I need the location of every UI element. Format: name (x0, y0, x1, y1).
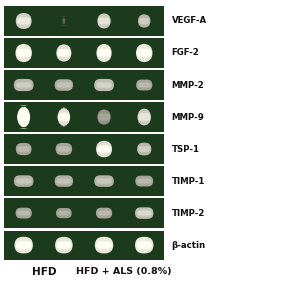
FancyBboxPatch shape (137, 179, 151, 184)
FancyBboxPatch shape (58, 108, 70, 127)
Bar (3, 166, 164, 196)
FancyBboxPatch shape (98, 17, 110, 24)
FancyBboxPatch shape (56, 44, 71, 62)
FancyBboxPatch shape (135, 237, 153, 253)
FancyBboxPatch shape (17, 146, 30, 152)
FancyBboxPatch shape (136, 44, 152, 62)
FancyBboxPatch shape (55, 237, 73, 253)
Text: TIMP-2: TIMP-2 (172, 208, 205, 218)
FancyBboxPatch shape (97, 178, 111, 184)
FancyBboxPatch shape (15, 208, 32, 219)
FancyBboxPatch shape (94, 175, 114, 187)
FancyBboxPatch shape (98, 210, 111, 216)
FancyBboxPatch shape (55, 175, 73, 187)
Text: FGF-2: FGF-2 (172, 49, 199, 57)
FancyBboxPatch shape (138, 146, 150, 152)
FancyBboxPatch shape (57, 146, 70, 152)
FancyBboxPatch shape (17, 17, 31, 25)
FancyBboxPatch shape (17, 106, 30, 128)
FancyBboxPatch shape (135, 207, 153, 219)
FancyBboxPatch shape (97, 49, 111, 57)
FancyBboxPatch shape (15, 44, 32, 62)
FancyBboxPatch shape (17, 49, 31, 57)
FancyBboxPatch shape (137, 49, 152, 57)
FancyBboxPatch shape (61, 17, 67, 25)
FancyBboxPatch shape (96, 241, 112, 249)
FancyBboxPatch shape (15, 237, 33, 253)
Bar (3, 102, 164, 132)
FancyBboxPatch shape (14, 175, 33, 187)
FancyBboxPatch shape (137, 143, 151, 156)
FancyBboxPatch shape (136, 241, 152, 249)
FancyBboxPatch shape (96, 141, 112, 157)
FancyBboxPatch shape (98, 114, 110, 120)
FancyBboxPatch shape (58, 211, 70, 215)
FancyBboxPatch shape (57, 82, 71, 88)
Text: VEGF-A: VEGF-A (172, 17, 207, 25)
FancyBboxPatch shape (97, 109, 111, 125)
Text: β-actin: β-actin (172, 241, 206, 250)
FancyBboxPatch shape (58, 113, 70, 121)
FancyBboxPatch shape (136, 80, 152, 90)
FancyBboxPatch shape (56, 208, 72, 218)
FancyBboxPatch shape (16, 241, 31, 249)
Text: TSP-1: TSP-1 (172, 144, 200, 154)
FancyBboxPatch shape (16, 13, 32, 29)
Bar (3, 231, 164, 260)
FancyBboxPatch shape (56, 143, 72, 155)
FancyBboxPatch shape (138, 14, 150, 28)
Text: TIMP-1: TIMP-1 (172, 176, 205, 186)
FancyBboxPatch shape (14, 79, 33, 91)
Text: MMP-2: MMP-2 (172, 81, 204, 90)
FancyBboxPatch shape (96, 82, 112, 88)
FancyBboxPatch shape (94, 79, 114, 91)
FancyBboxPatch shape (97, 13, 111, 29)
Bar (3, 70, 164, 100)
Text: HFD + ALS (0.8%): HFD + ALS (0.8%) (76, 267, 172, 276)
Bar (3, 134, 164, 164)
FancyBboxPatch shape (96, 208, 112, 219)
FancyBboxPatch shape (138, 113, 150, 121)
FancyBboxPatch shape (16, 82, 31, 88)
FancyBboxPatch shape (57, 49, 70, 57)
Text: MMP-9: MMP-9 (172, 112, 204, 122)
FancyBboxPatch shape (17, 112, 30, 122)
FancyBboxPatch shape (56, 241, 71, 249)
FancyBboxPatch shape (137, 210, 151, 216)
FancyBboxPatch shape (16, 178, 31, 184)
FancyBboxPatch shape (97, 145, 111, 153)
FancyBboxPatch shape (55, 79, 73, 91)
FancyBboxPatch shape (139, 18, 150, 24)
FancyBboxPatch shape (95, 237, 113, 253)
FancyBboxPatch shape (16, 143, 31, 155)
FancyBboxPatch shape (138, 83, 151, 88)
Bar (3, 6, 164, 35)
FancyBboxPatch shape (17, 210, 30, 216)
FancyBboxPatch shape (57, 178, 71, 184)
Bar (3, 38, 164, 67)
Bar (3, 198, 164, 228)
FancyBboxPatch shape (135, 176, 153, 186)
Text: HFD: HFD (31, 267, 56, 277)
FancyBboxPatch shape (138, 108, 151, 126)
FancyBboxPatch shape (96, 44, 112, 62)
